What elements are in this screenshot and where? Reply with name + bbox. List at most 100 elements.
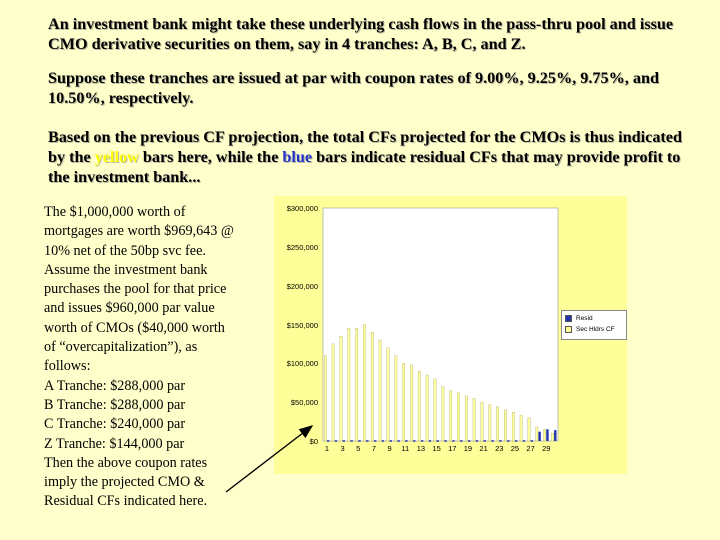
description-line: Assume the investment bank <box>44 261 208 278</box>
resid-bar <box>530 440 533 442</box>
resid-bar <box>389 440 392 442</box>
description-line: C Tranche: $240,000 par <box>44 416 186 433</box>
resid-bar <box>522 440 526 442</box>
sec-holders-bar <box>488 404 492 442</box>
blue-word: blue <box>282 148 313 166</box>
sec-holders-bar <box>457 392 460 442</box>
intro-text: An investment bank might take these unde… <box>48 15 674 53</box>
resid-bar <box>467 440 471 442</box>
resid-bar <box>499 440 502 442</box>
x-tick-label: 27 <box>526 444 535 453</box>
sec-holders-bar <box>323 355 327 442</box>
resid-bar <box>326 440 330 442</box>
coupon-text: Suppose these tranches are issued at par… <box>48 69 659 107</box>
sec-holders-bar <box>535 426 539 442</box>
resid-bar <box>514 440 518 442</box>
x-tick-label: 19 <box>463 444 473 453</box>
sec-holders-bar <box>417 370 421 442</box>
resid-bar <box>491 440 494 442</box>
resid-bar <box>366 440 369 442</box>
x-tick-label: 5 <box>356 444 361 453</box>
sec-holders-bar <box>551 433 554 442</box>
plot-area <box>322 207 559 442</box>
description-line: imply the projected CMO & <box>44 474 205 491</box>
description-line: follows: <box>44 358 91 375</box>
sec-holders-bar <box>402 363 405 442</box>
sec-holders-bar <box>472 398 476 442</box>
resid-bar <box>460 440 463 442</box>
sec-holders-bar <box>410 364 413 442</box>
y-tick-label: $250,000 <box>286 242 318 252</box>
y-tick-label: $150,000 <box>286 320 318 330</box>
sec-holders-bar <box>480 402 484 442</box>
sec-holders-bar <box>378 339 382 442</box>
resid-bar <box>373 440 377 442</box>
chart-svg <box>322 207 559 442</box>
x-tick-label: 15 <box>432 444 441 453</box>
intro-paragraph: An investment bank might take these unde… <box>48 14 698 54</box>
x-tick-label: 3 <box>340 444 345 453</box>
legend-item: Sec Hldrs CF <box>565 326 626 333</box>
x-tick-label: 9 <box>387 444 392 453</box>
sec-holders-bar <box>425 374 429 442</box>
description-line: B Tranche: $288,000 par <box>44 396 186 413</box>
legend-swatch <box>565 326 572 333</box>
resid-bar <box>413 440 416 442</box>
coupon-paragraph: Suppose these tranches are issued at par… <box>48 68 698 108</box>
sec-holders-bar <box>543 429 547 442</box>
legend-item: Resid <box>565 315 626 322</box>
sec-holders-bar <box>331 343 335 442</box>
x-tick-label: 11 <box>401 444 410 453</box>
resid-bar <box>483 440 486 442</box>
sec-holders-bar <box>496 406 499 442</box>
resid-bar <box>420 440 424 442</box>
sec-holders-bar <box>339 335 343 442</box>
sec-holders-bar <box>386 347 390 442</box>
x-tick-label: 23 <box>495 444 504 453</box>
resid-bar <box>334 440 338 442</box>
sec-holders-bar <box>527 417 531 442</box>
sec-holders-bar <box>355 328 358 442</box>
description-line: Z Tranche: $144,000 par <box>44 435 185 452</box>
y-tick-label: $200,000 <box>286 281 318 291</box>
resid-bar <box>342 440 345 442</box>
sec-holders-bar <box>504 409 507 442</box>
resid-bar <box>507 440 510 442</box>
cf-text-start: Based on the previous CF projection, the… <box>48 128 682 166</box>
description-line: mortgages are worth $969,643 @ <box>44 223 234 240</box>
y-tick-label: $300,000 <box>286 204 318 213</box>
description-line: The $1,000,000 worth of <box>44 204 186 220</box>
resid-bar <box>381 440 385 442</box>
yellow-word: yellow <box>94 148 139 166</box>
cf-paragraph: Based on the previous CF projection, the… <box>48 127 698 187</box>
sec-holders-bar <box>433 378 437 442</box>
description-line: Residual CFs indicated here. <box>44 493 208 510</box>
x-tick-label: 17 <box>448 444 457 453</box>
sec-holders-bar <box>394 355 398 442</box>
resid-bar <box>405 440 408 442</box>
tranche-description: The $1,000,000 worth of mortgages are wor… <box>44 203 276 512</box>
x-tick-label: 29 <box>542 444 551 453</box>
sec-holders-bar <box>370 332 374 442</box>
cash-flow-chart: Resid Sec Hldrs CF $0 $50,000 $100,000 $150,… <box>274 196 627 474</box>
resid-bar <box>444 440 447 442</box>
description-line: 10% net of the 50bp svc fee. <box>44 242 206 259</box>
resid-bar <box>397 440 400 442</box>
resid-bar <box>538 431 541 441</box>
sec-holders-bar <box>464 395 468 442</box>
resid-bar <box>475 440 479 442</box>
sec-holders-bar <box>441 386 445 442</box>
y-tick-label: $0 <box>309 437 318 446</box>
sec-holders-bar <box>511 412 515 442</box>
legend-label: Resid <box>576 315 593 322</box>
description-line: and issues $960,000 par value <box>44 300 215 317</box>
description-line: of “overcapitalization”), as <box>44 339 198 356</box>
resid-bar <box>428 440 432 442</box>
x-tick-label: 7 <box>371 444 376 453</box>
resid-bar <box>436 440 439 442</box>
legend-label: Sec Hldrs CF <box>576 326 615 333</box>
description-line: purchases the pool for that price <box>44 281 227 298</box>
y-tick-label: $50,000 <box>290 398 318 408</box>
chart-legend: Resid Sec Hldrs CF <box>561 310 627 340</box>
cf-text-end: bars indicate residual CFs that may prov… <box>48 148 681 186</box>
